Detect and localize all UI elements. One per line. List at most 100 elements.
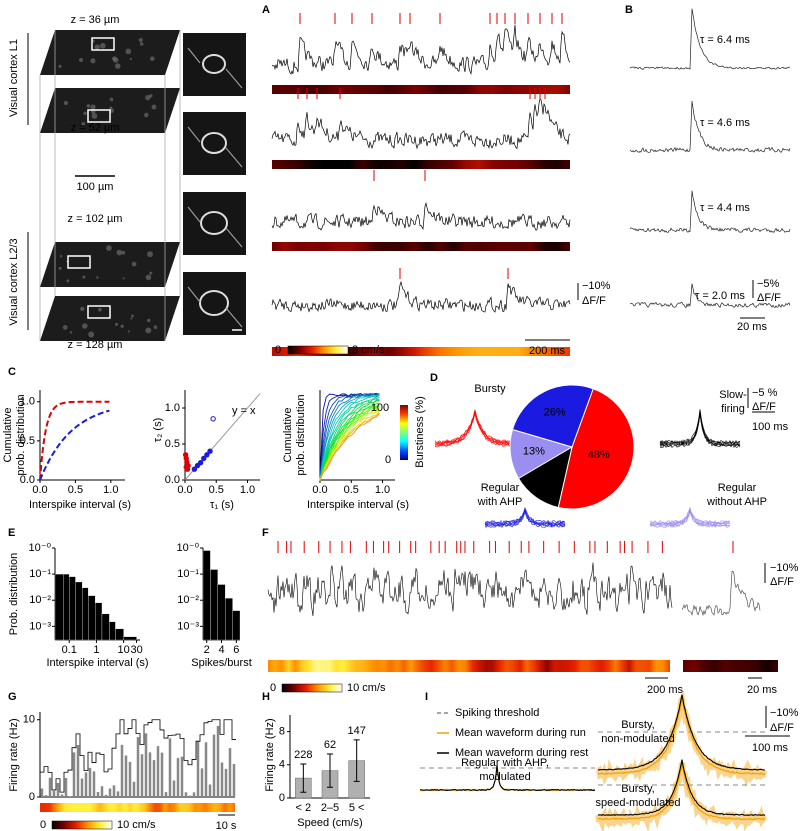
histogram-bar [88,595,96,641]
y-tick-label: 10⁻⁰ [29,542,52,554]
histogram-bar [123,636,137,641]
label: 10 s [216,820,237,831]
cell-speck [114,322,119,326]
slice-value: 48% [588,449,610,461]
cell-speck [131,261,137,267]
cdf-curve [319,404,380,481]
colorbar [281,683,343,693]
group-label: Bursty, [621,719,654,731]
x-tick-label: 1.0 [103,484,118,496]
cdf-curve [319,397,380,480]
slice-label: without AHP [706,496,767,508]
slice-value: 26% [544,407,566,419]
y-tick-label: 1.0 [20,396,35,408]
panel-label: I [425,691,428,703]
waveform [484,512,566,529]
x-tick-label: 2 [204,644,210,656]
y-tick-label: 10 [23,714,35,726]
cell-speck [120,324,124,328]
cell-speck [62,324,68,330]
y-tick-label: 1.0 [165,402,180,414]
depth-label: z = 36 µm [71,14,120,26]
cell-body [202,54,226,74]
cell-speck [91,113,98,119]
colorbar [51,820,113,830]
tau-label: τ = 4.4 ms [700,202,750,214]
x-tick-label: 0.5 [68,484,83,496]
tau-label: τ = 6.4 ms [700,34,750,46]
cell-speck [58,266,62,270]
point [210,416,216,422]
x-tick-label: 0.0 [32,484,47,496]
cell-speck [88,331,95,338]
label: ΔF/F [757,292,781,304]
y-axis-label: prob. distribution [15,394,27,475]
y-tick-label: 8 [279,726,285,738]
count-label: 228 [294,749,312,761]
slice-label: Regular [481,482,520,494]
x-tick-label: 2–5 [321,802,339,814]
cell-speck [121,250,126,255]
cell-speck [78,58,84,63]
x-axis-label: Speed (cm/s) [297,817,362,829]
cell-speck [86,104,91,108]
histogram-bar [115,628,124,641]
annotation: y = x [232,405,256,417]
dendrite [187,206,243,248]
group-label: speed-modulated [595,797,680,809]
label: 100 µm [77,181,114,193]
cdf-curve [319,400,380,481]
speed-strip [268,660,670,672]
cell-speck [116,249,123,256]
x-tick-label: < 2 [296,802,312,814]
cell-speck [144,112,149,118]
cdf-curve [39,400,110,481]
label: −10% [770,707,799,719]
speed-strip [40,803,235,812]
x-tick-label: 1.0 [375,484,390,496]
cell-speck [145,274,152,281]
roi-box [91,37,115,51]
y-axis-label: Firing rate (Hz) [264,718,276,791]
cell-body [201,132,227,154]
x-axis-label: Spikes/burst [191,657,252,669]
y-axis-label: Prob. distribution [8,553,20,636]
x-tick-label: 0.0 [177,484,192,496]
pie-slice [557,388,635,510]
waveform [484,507,566,525]
y-axis-label: τ₂ (s) [152,418,164,443]
x-axis-label: τ₁ (s) [210,499,234,511]
label: 200 ms [647,684,684,696]
x-tick-label: 1.0 [240,484,255,496]
histogram-bar [95,602,103,641]
cell-speck [80,306,85,312]
region-label: Visual cortex L2/3 [8,238,20,325]
trace [271,202,571,231]
label: −5 % [752,387,778,399]
y-tick-label: 0 [29,791,35,803]
cell-speck [146,318,151,323]
waveform [649,510,731,528]
count-label: 147 [347,725,365,737]
trace [271,24,571,75]
y-tick-label: 10⁻¹ [177,568,199,580]
trace [629,190,791,233]
label: ΔF/F [770,722,794,734]
group-label: Bursty, [621,783,654,795]
x-axis-label: Interspike interval (s) [307,499,409,511]
group-label: Regular with AHP, [461,757,549,769]
cell-speck [96,276,99,279]
x-tick-label: 6 [233,644,239,656]
run-waveform [597,763,766,821]
cell-speck [145,95,151,101]
cell-speck [138,38,143,43]
roi-box [67,255,91,269]
y-axis-label: Firing rate (Hz) [8,718,20,791]
cell-speck [151,104,157,110]
error-bar [353,739,360,782]
depth-label: z = 52 µm [71,122,120,134]
y-tick-label: 10⁻⁰ [177,542,200,554]
y-axis-label: prob. distribution [295,394,307,475]
x-tick-label: 0.0 [312,484,327,496]
cell-speck [153,325,158,330]
